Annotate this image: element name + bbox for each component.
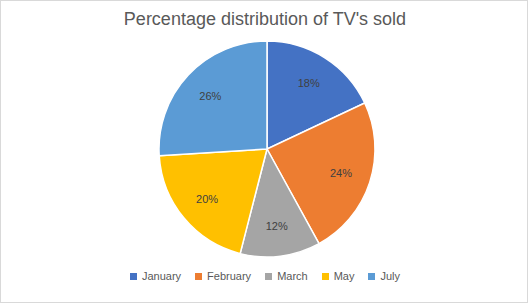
- html-text:February: February: [207, 270, 252, 282]
- svg-text:24%: 24%: [330, 167, 352, 179]
- html-text:March: March: [277, 270, 308, 282]
- svg-text:12%: 12%: [266, 220, 288, 232]
- html-text:May: May: [333, 270, 355, 282]
- html-text:Percentage distribution of TV': Percentage distribution of TV's sold: [123, 9, 407, 29]
- svg-text:18%: 18%: [298, 77, 320, 89]
- svg-text:26%: 26%: [199, 90, 221, 102]
- html-text:January: January: [142, 270, 182, 282]
- html-text:July: July: [380, 270, 400, 282]
- svg-text:20%: 20%: [196, 193, 218, 205]
